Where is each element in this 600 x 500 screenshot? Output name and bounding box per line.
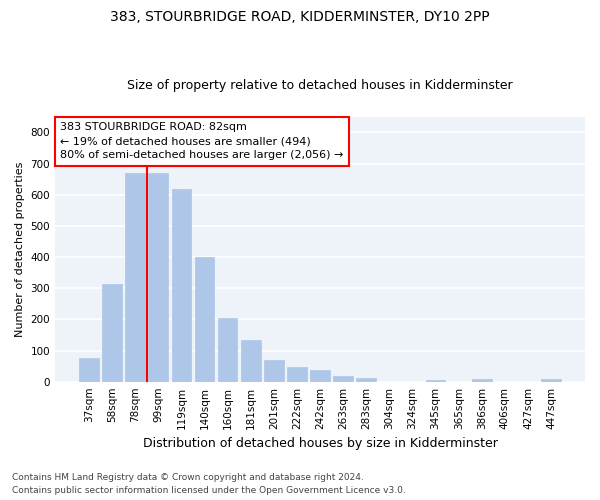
Text: 383 STOURBRIDGE ROAD: 82sqm
← 19% of detached houses are smaller (494)
80% of se: 383 STOURBRIDGE ROAD: 82sqm ← 19% of det… [61,122,344,160]
Bar [334,376,353,382]
Bar [172,190,191,382]
Bar [241,340,260,382]
Bar [125,174,145,382]
Bar [194,257,214,382]
Bar [148,174,168,382]
Bar [541,379,561,382]
Bar [356,378,376,382]
Title: Size of property relative to detached houses in Kidderminster: Size of property relative to detached ho… [127,79,513,92]
X-axis label: Distribution of detached houses by size in Kidderminster: Distribution of detached houses by size … [143,437,497,450]
Bar [218,318,238,382]
Bar [426,380,445,382]
Bar [287,367,307,382]
Bar [79,358,99,382]
Bar [472,379,491,382]
Bar [264,360,284,382]
Bar [310,370,330,382]
Text: 383, STOURBRIDGE ROAD, KIDDERMINSTER, DY10 2PP: 383, STOURBRIDGE ROAD, KIDDERMINSTER, DY… [110,10,490,24]
Y-axis label: Number of detached properties: Number of detached properties [15,162,25,337]
Text: Contains HM Land Registry data © Crown copyright and database right 2024.
Contai: Contains HM Land Registry data © Crown c… [12,473,406,495]
Bar [102,284,122,382]
